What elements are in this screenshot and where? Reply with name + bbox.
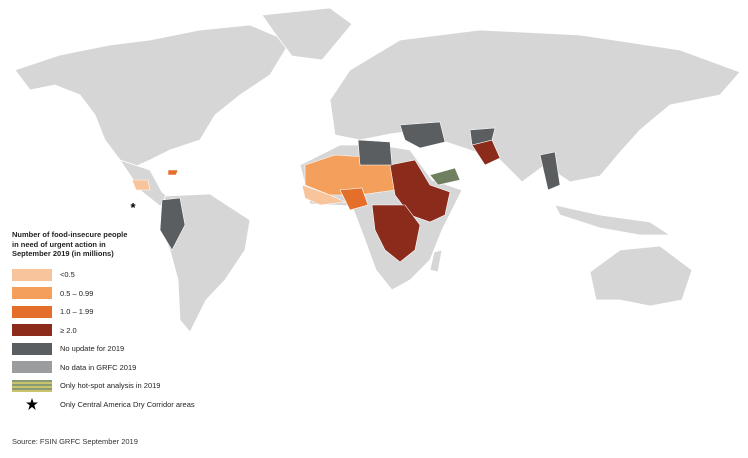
myanmar-region: [539, 151, 561, 191]
dry-corridor-star: *: [130, 200, 136, 215]
legend-star: [12, 398, 52, 410]
libya-region: [357, 139, 393, 166]
star-icon: [26, 398, 38, 410]
source: Source: FSIN GRFC September 2019: [12, 437, 138, 446]
north-america: [14, 24, 291, 169]
legend-swatch: [12, 361, 52, 373]
legend-label: Only Central America Dry Corridor areas: [60, 399, 195, 409]
madagascar: [429, 249, 443, 273]
legend-swatch: [12, 305, 52, 318]
legend-item: 0.5 – 0.99: [12, 287, 212, 299]
middle-east-region: [399, 121, 446, 149]
legend-item: ≥ 2.0: [12, 324, 212, 336]
afghanistan-region: [469, 127, 496, 146]
legend-item: 1.0 – 1.99: [12, 305, 212, 318]
legend-label: 1.0 – 1.99: [60, 307, 94, 316]
legend-item: Only Central America Dry Corridor areas: [12, 398, 212, 410]
legend-label: No update for 2019: [60, 344, 125, 353]
legend-title: Number of food-insecure people in need o…: [12, 230, 128, 258]
legend-item: <0.5: [12, 268, 212, 281]
yemen-region: [429, 167, 461, 186]
greenland: [261, 7, 353, 61]
legend-swatch: [12, 268, 52, 281]
legend: Number of food-insecure people in need o…: [12, 230, 212, 417]
haiti-region: [167, 169, 179, 176]
legend-swatch: [12, 379, 52, 392]
legend-swatch: [12, 287, 52, 299]
legend-swatch: [12, 324, 52, 336]
dry-corridor-region: [131, 179, 151, 191]
legend-label: No data in GRFC 2019: [60, 362, 137, 372]
legend-items: <0.5 0.5 – 0.99 1.0 – 1.99 ≥ 2.0 No update f…: [12, 268, 212, 410]
legend-item: Only hot-spot analysis in 2019: [12, 379, 212, 392]
legend-item: No data in GRFC 2019: [12, 361, 212, 373]
legend-swatch: [12, 342, 52, 355]
andean-region: [159, 197, 186, 251]
australia: [589, 245, 693, 307]
central-africa-region: [371, 204, 421, 263]
indonesia: [554, 204, 672, 236]
legend-label: ≥ 2.0: [60, 325, 77, 335]
legend-label: 0.5 – 0.99: [60, 288, 94, 298]
west-africa-region: [301, 184, 347, 206]
legend-item: No update for 2019: [12, 342, 212, 355]
nigeria-region: [339, 187, 369, 211]
legend-label: Only hot-spot analysis in 2019: [60, 381, 161, 390]
legend-label: <0.5: [60, 270, 75, 279]
